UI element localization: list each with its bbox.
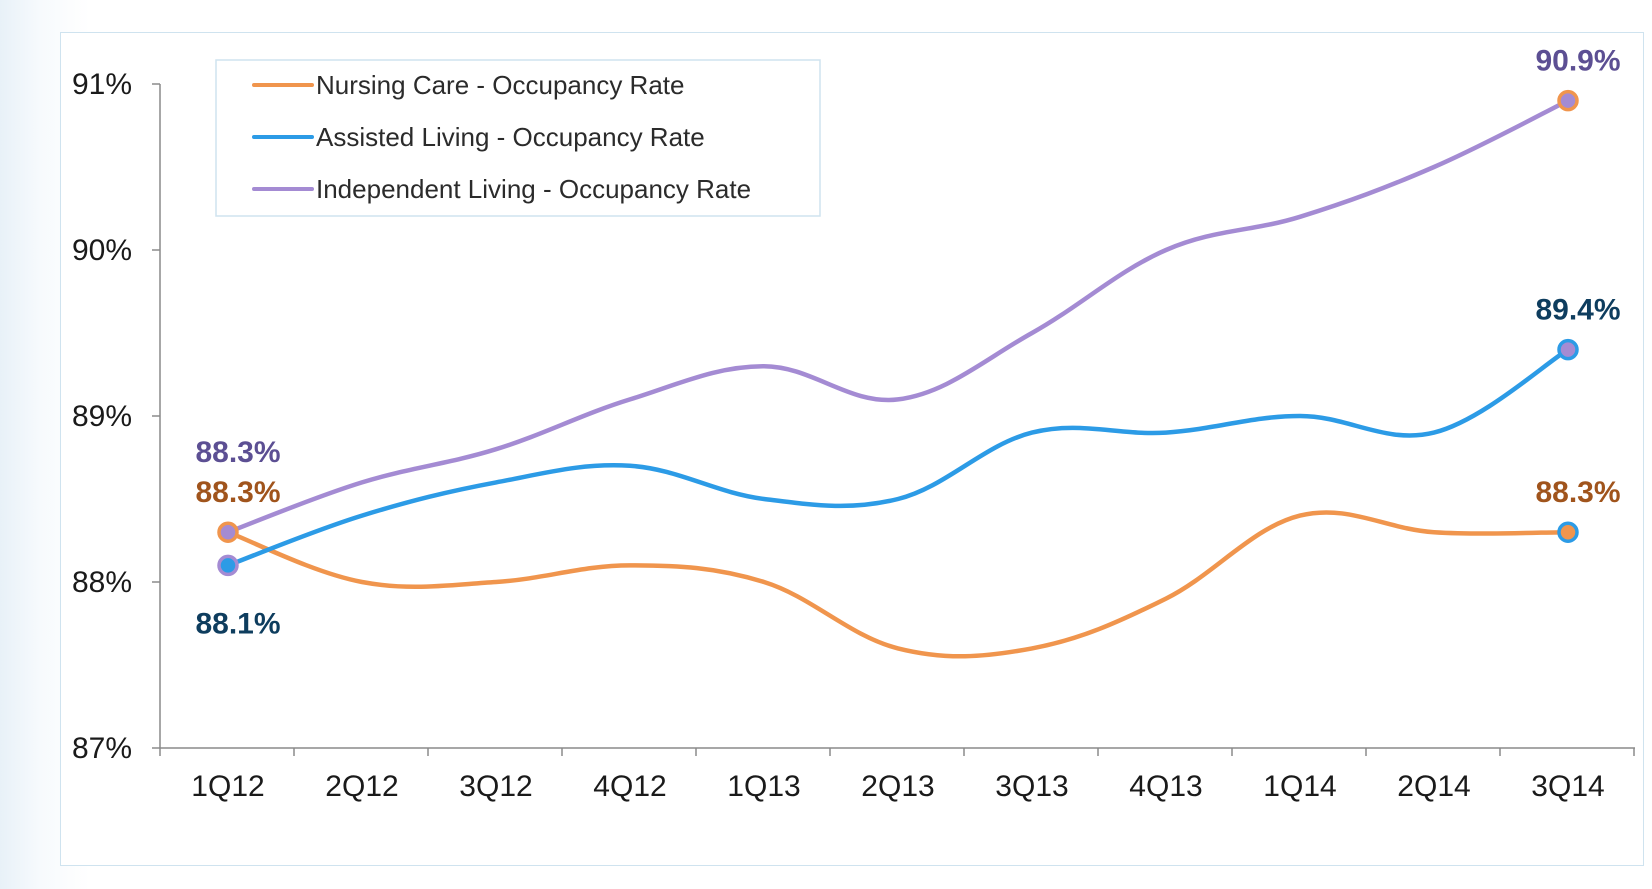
y-tick-label: 91% — [72, 68, 132, 101]
x-tick-label: 1Q14 — [1263, 770, 1336, 803]
data-label: 90.9% — [1535, 45, 1620, 78]
independent-living-line — [225, 98, 1571, 535]
x-tick-label: 2Q13 — [861, 770, 934, 803]
x-tick-label: 3Q13 — [995, 770, 1068, 803]
x-tick-label: 1Q13 — [727, 770, 800, 803]
nursing-care-line — [225, 510, 1571, 659]
x-tick-label: 2Q12 — [325, 770, 398, 803]
axes: 87% 88% 89% 90% 91% 1Q12 2Q12 3Q12 4Q12 1Q13 2Q13 3… — [72, 68, 1635, 803]
y-tick-label: 90% — [72, 234, 132, 267]
data-label: 88.3% — [1535, 476, 1620, 509]
point-marker — [217, 521, 239, 543]
legend-box — [215, 59, 821, 217]
assisted-living-line — [225, 347, 1571, 568]
data-label: 88.1% — [195, 607, 280, 640]
data-labels: 88.3% 88.3% 88.1% 90.9% 89.4% 88.3% — [195, 45, 1620, 641]
series-lines — [225, 98, 1571, 659]
x-tick-label: 4Q13 — [1129, 770, 1202, 803]
x-tick-label: 4Q12 — [593, 770, 666, 803]
legend-label: Nursing Care - Occupancy Rate — [316, 70, 684, 100]
x-tick-label: 3Q12 — [459, 770, 532, 803]
point-marker — [1557, 89, 1579, 112]
y-tick-label: 87% — [72, 732, 132, 765]
x-tick-label: 2Q14 — [1397, 770, 1470, 803]
data-label: 88.3% — [195, 436, 280, 469]
data-label: 88.3% — [195, 476, 280, 509]
y-tick-label: 88% — [72, 566, 132, 599]
x-tick-label: 3Q14 — [1531, 770, 1604, 803]
point-marker — [1557, 338, 1579, 361]
y-tick-label: 89% — [72, 400, 132, 433]
legend-label: Independent Living - Occupancy Rate — [316, 174, 751, 204]
point-marker — [217, 554, 239, 577]
legend-label: Assisted Living - Occupancy Rate — [316, 122, 705, 152]
point-markers — [217, 89, 1579, 577]
x-tick-label: 1Q12 — [191, 770, 264, 803]
point-marker — [1557, 521, 1579, 543]
legend: Nursing Care - Occupancy Rate Assisted Li… — [215, 59, 821, 217]
data-label: 89.4% — [1535, 294, 1620, 327]
